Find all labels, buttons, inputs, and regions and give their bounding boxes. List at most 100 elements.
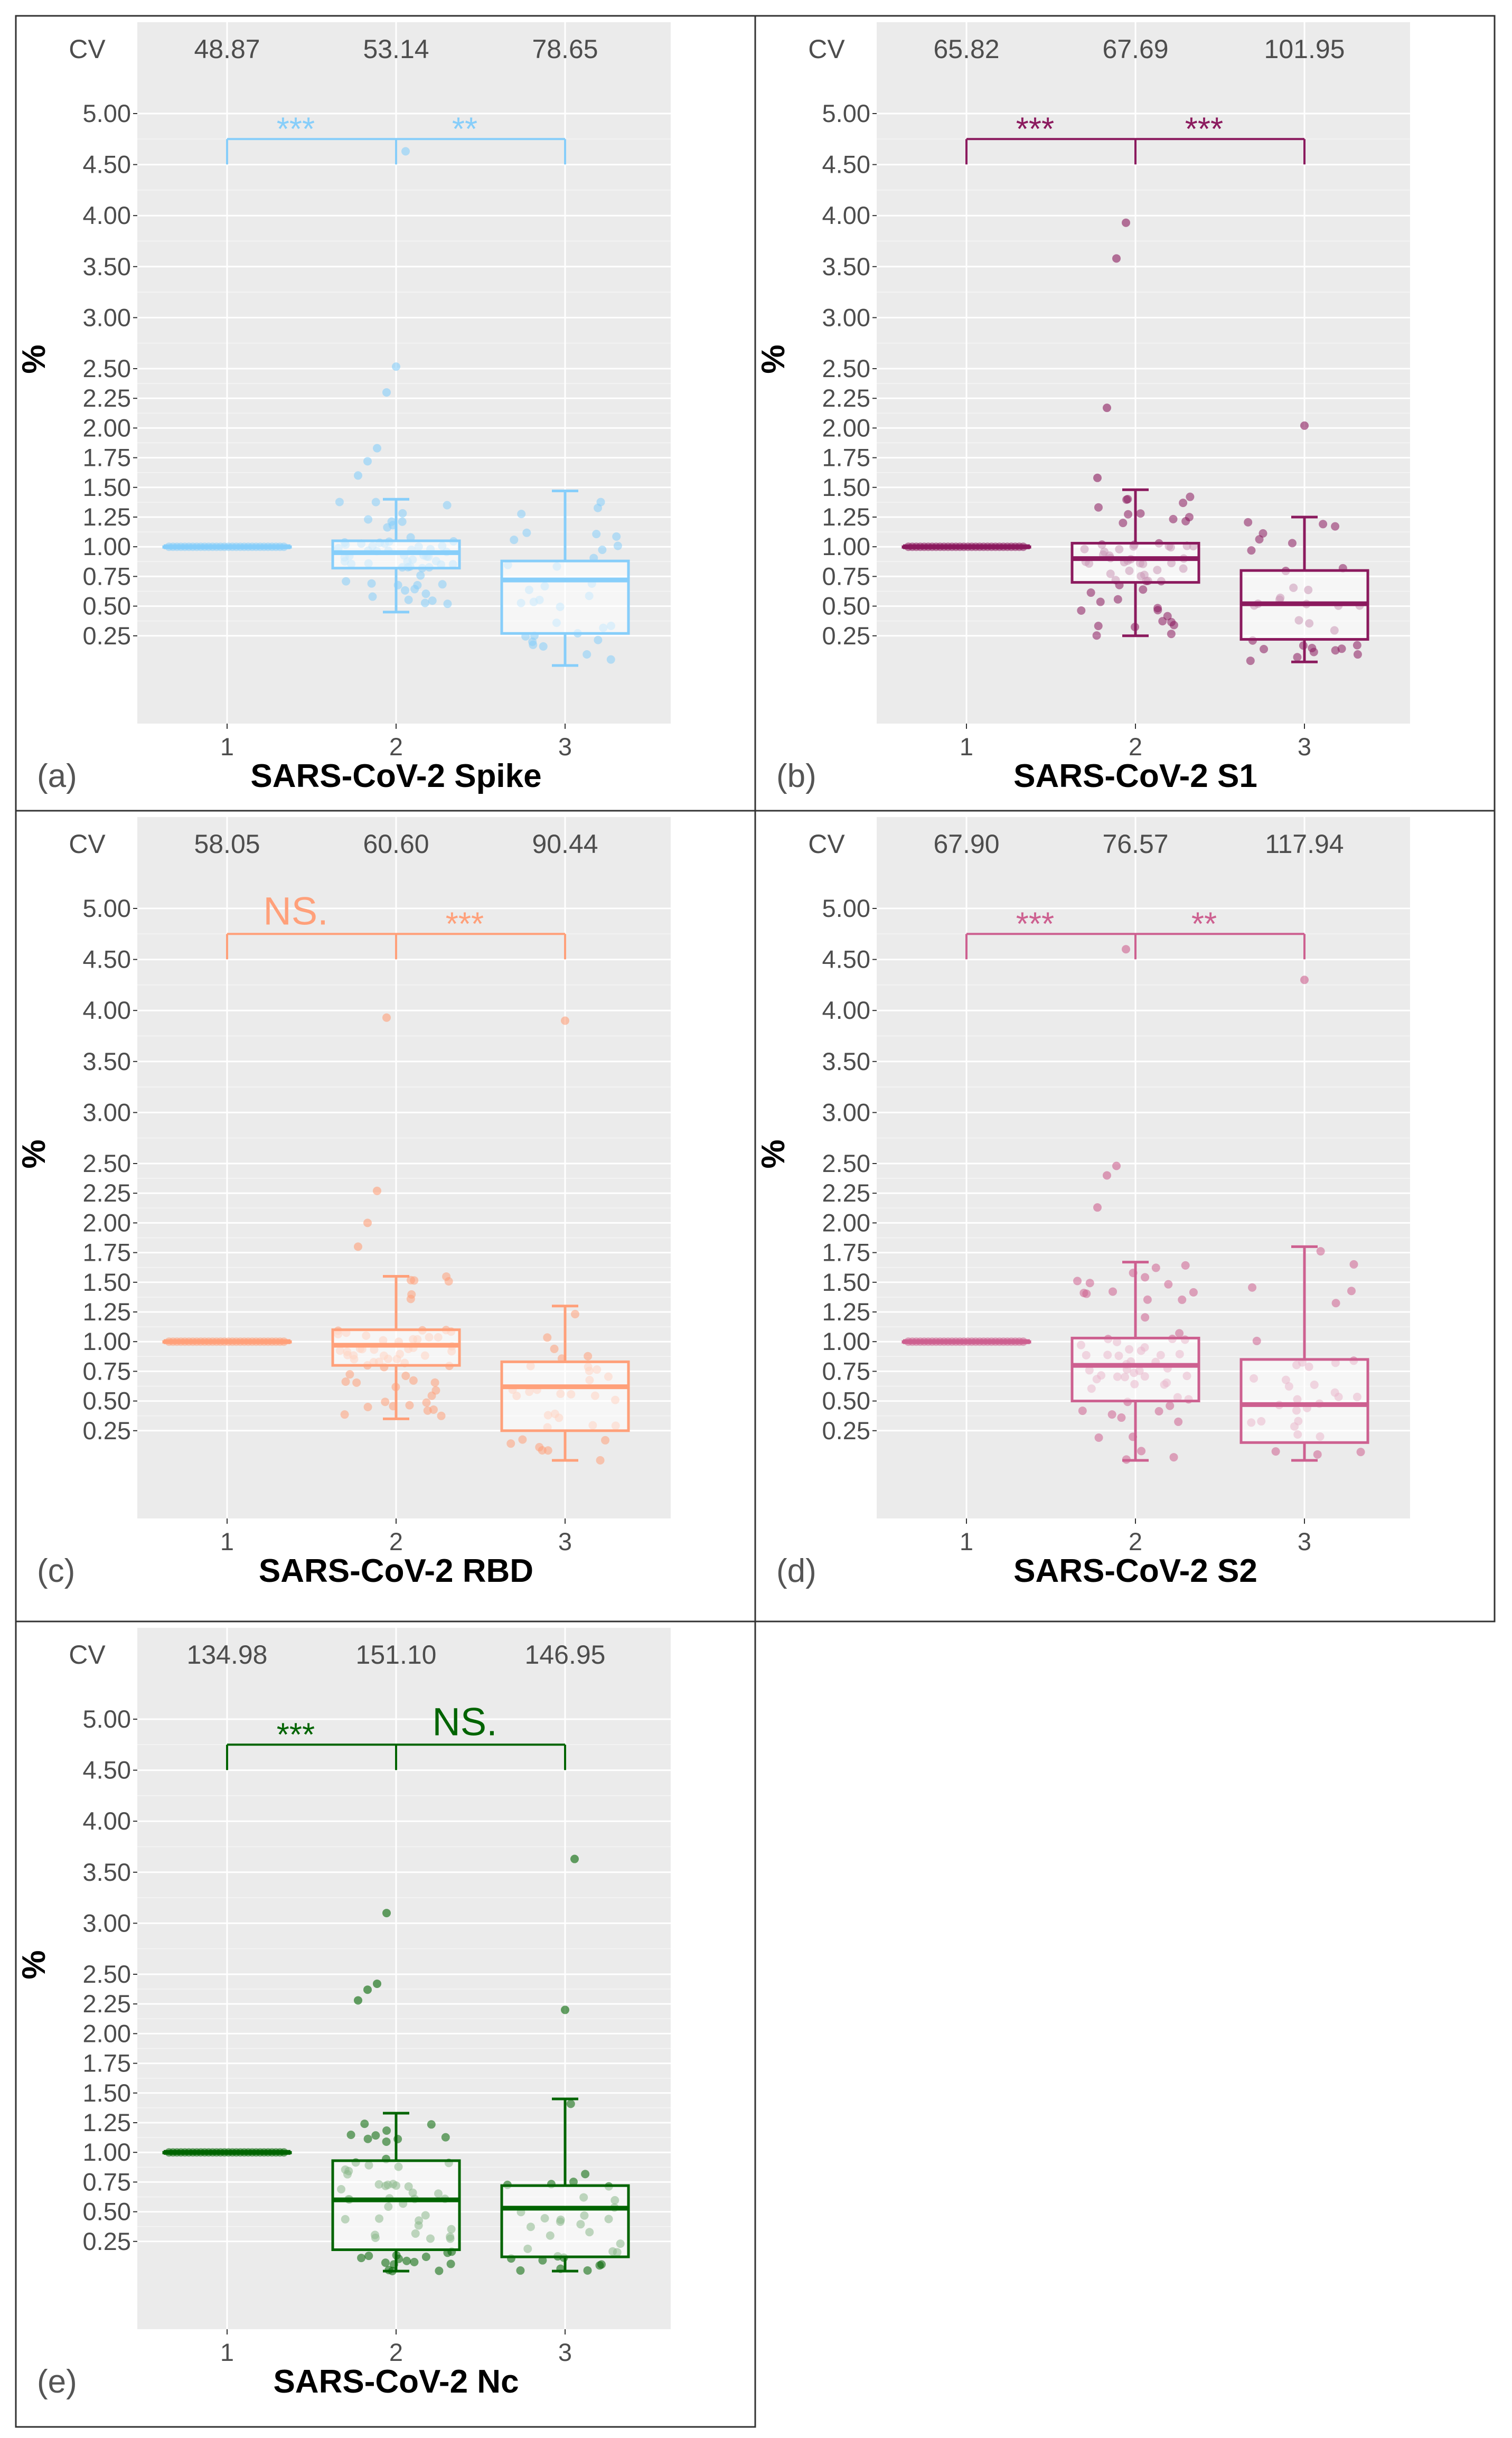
data-point — [402, 2256, 411, 2265]
y-tick-label: 5.00 — [822, 894, 870, 922]
y-tick-label: 1.75 — [822, 444, 870, 472]
significance-bracket: *** NS. — [226, 1700, 566, 1770]
box-iqr — [1239, 1358, 1369, 1444]
data-point — [1169, 1453, 1178, 1462]
y-tick-label: 1.00 — [83, 532, 131, 560]
data-point — [1141, 1273, 1150, 1282]
y-tick-label: 3.50 — [83, 1047, 131, 1075]
cv-label: CV — [808, 34, 845, 64]
y-tick-label: 4.50 — [822, 945, 870, 973]
data-point — [421, 589, 430, 598]
y-tick-label: 0.50 — [83, 592, 131, 620]
y-tick-label: 1.25 — [822, 1298, 870, 1326]
data-point — [506, 1439, 515, 1448]
data-point — [597, 2260, 606, 2269]
outlier-point — [382, 388, 391, 397]
chart-panel-3: CV 58.05 60.60 90.44 0.250.500.751.001.251.5… — [15, 810, 756, 1623]
y-tick-label: 4.00 — [83, 1807, 131, 1835]
data-point — [383, 523, 392, 532]
y-tick-label: 3.50 — [822, 1047, 870, 1075]
cv-value: 90.44 — [532, 829, 598, 859]
box-group-2 — [331, 1275, 461, 1420]
data-point — [363, 2134, 372, 2143]
data-point — [538, 2256, 547, 2265]
data-point — [1124, 510, 1133, 519]
y-tick-label: 2.00 — [822, 414, 870, 442]
data-point — [581, 2170, 590, 2179]
y-tick-label: 3.50 — [83, 252, 131, 280]
chart-title: SARS-CoV-2 S2 — [1013, 1553, 1257, 1589]
box-group-3 — [500, 1305, 630, 1462]
data-point — [1169, 621, 1178, 630]
box-group-1 — [162, 2150, 292, 2155]
data-point — [360, 2120, 369, 2128]
cv-value: 48.87 — [194, 34, 260, 64]
x-tick-label: 3 — [558, 1527, 572, 1555]
data-point — [382, 2126, 391, 2135]
significance-label: *** — [1016, 111, 1054, 147]
cv-value: 65.82 — [933, 34, 999, 64]
y-tick-label: 1.00 — [83, 2138, 131, 2166]
significance-label: NS. — [263, 889, 328, 933]
data-point — [592, 530, 601, 539]
data-point — [1077, 606, 1086, 615]
outlier-point — [561, 2005, 569, 2014]
data-point — [401, 586, 410, 595]
significance-label: *** — [1016, 906, 1054, 942]
significance-label: *** — [277, 1717, 315, 1753]
y-axis-label: % — [16, 1139, 52, 1168]
cv-value: 58.05 — [194, 829, 260, 859]
cv-value: 134.98 — [187, 1640, 268, 1670]
cv-value: 117.94 — [1265, 829, 1344, 859]
outlier-point — [1122, 945, 1130, 954]
data-point — [357, 2254, 366, 2263]
data-point — [423, 1406, 432, 1415]
y-tick-label: 3.00 — [83, 1909, 131, 1937]
y-tick-label: 2.50 — [83, 354, 131, 382]
data-point — [1092, 631, 1101, 640]
x-tick-label: 3 — [1298, 1527, 1311, 1555]
y-tick-label: 0.75 — [83, 562, 131, 590]
panel-letter: (b) — [776, 758, 816, 794]
data-point — [410, 2257, 419, 2266]
data-point — [1260, 645, 1269, 654]
y-tick-label: 2.25 — [822, 384, 870, 412]
data-point — [516, 2266, 525, 2275]
y-tick-label: 3.00 — [83, 303, 131, 331]
x-tick-label: 1 — [220, 2338, 234, 2366]
y-tick-label: 1.50 — [822, 473, 870, 501]
y-tick-label: 0.25 — [83, 622, 131, 650]
data-point — [571, 1310, 580, 1319]
box-iqr — [500, 559, 630, 635]
significance-bracket: NS. *** — [226, 889, 566, 960]
y-tick-label: 4.50 — [83, 945, 131, 973]
data-point — [352, 1378, 361, 1387]
data-point — [1137, 1447, 1146, 1456]
outlier-point — [1103, 1171, 1111, 1180]
chart-panel-4: CV 67.90 76.57 117.940.250.500.751.001.251.… — [754, 810, 1496, 1623]
data-point — [413, 580, 422, 589]
cv-label: CV — [808, 829, 845, 859]
outlier-point — [1093, 473, 1102, 482]
data-point — [1122, 495, 1131, 504]
data-point — [1079, 1289, 1088, 1298]
outlier-point — [382, 1013, 391, 1022]
chart-title: SARS-CoV-2 S1 — [1013, 758, 1257, 794]
outlier-point — [392, 362, 400, 371]
significance-label: NS. — [432, 1700, 497, 1743]
panel-letter: (a) — [37, 758, 77, 794]
x-tick-label: 2 — [389, 733, 403, 761]
y-tick-label: 2.00 — [83, 414, 131, 442]
y-tick-label: 0.75 — [83, 1357, 131, 1385]
y-tick-label: 0.75 — [83, 2168, 131, 2196]
panel-border — [15, 1620, 756, 2428]
chart-title: SARS-CoV-2 Nc — [273, 2364, 519, 2400]
data-point — [1255, 535, 1264, 544]
data-point — [1347, 1287, 1356, 1296]
significance-label: *** — [446, 906, 484, 942]
y-tick-label: 3.00 — [822, 1098, 870, 1126]
y-tick-label: 3.50 — [83, 1858, 131, 1886]
data-point — [435, 2266, 444, 2275]
significance-bracket: *** *** — [965, 111, 1306, 165]
data-point — [601, 1436, 610, 1445]
